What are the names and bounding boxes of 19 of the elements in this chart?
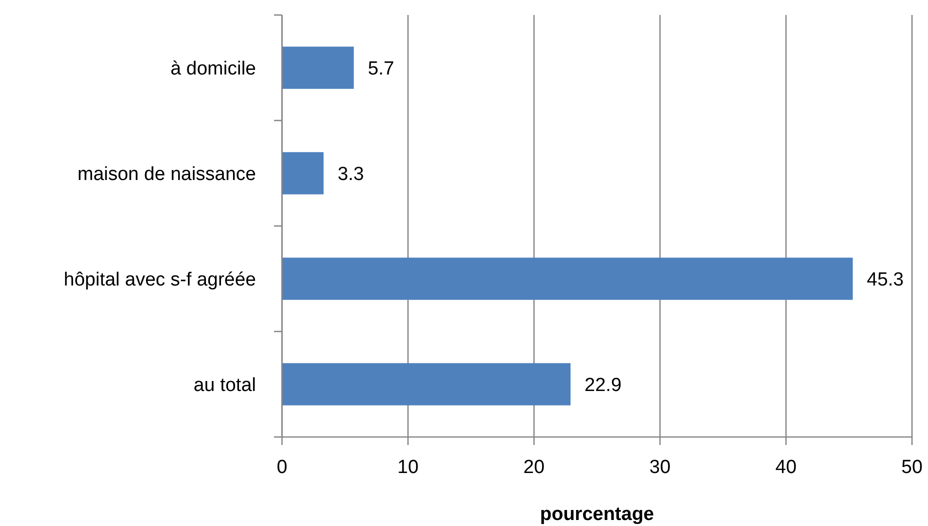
- y-tick-label: au total: [194, 374, 256, 396]
- data-label: 3.3: [338, 164, 364, 185]
- x-tick-label: 10: [397, 457, 419, 478]
- bar: [282, 363, 571, 406]
- bar: [282, 258, 853, 300]
- data-label: 22.9: [584, 374, 622, 396]
- y-tick-label: maison de naissance: [78, 164, 256, 185]
- y-tick-label: hôpital avec s-f agréée: [64, 269, 256, 290]
- x-tick-label: 0: [276, 457, 288, 478]
- data-label: 5.7: [368, 58, 394, 80]
- data-label: 45.3: [866, 269, 904, 290]
- bar: [282, 152, 324, 194]
- x-axis-title: pourcentage: [540, 504, 654, 525]
- bar: [282, 46, 354, 89]
- x-tick-label: 40: [775, 457, 797, 478]
- y-tick-label: à domicile: [170, 58, 256, 80]
- x-tick-label: 20: [523, 457, 545, 478]
- x-tick-label: 50: [901, 457, 923, 478]
- x-tick-label: 30: [649, 457, 671, 478]
